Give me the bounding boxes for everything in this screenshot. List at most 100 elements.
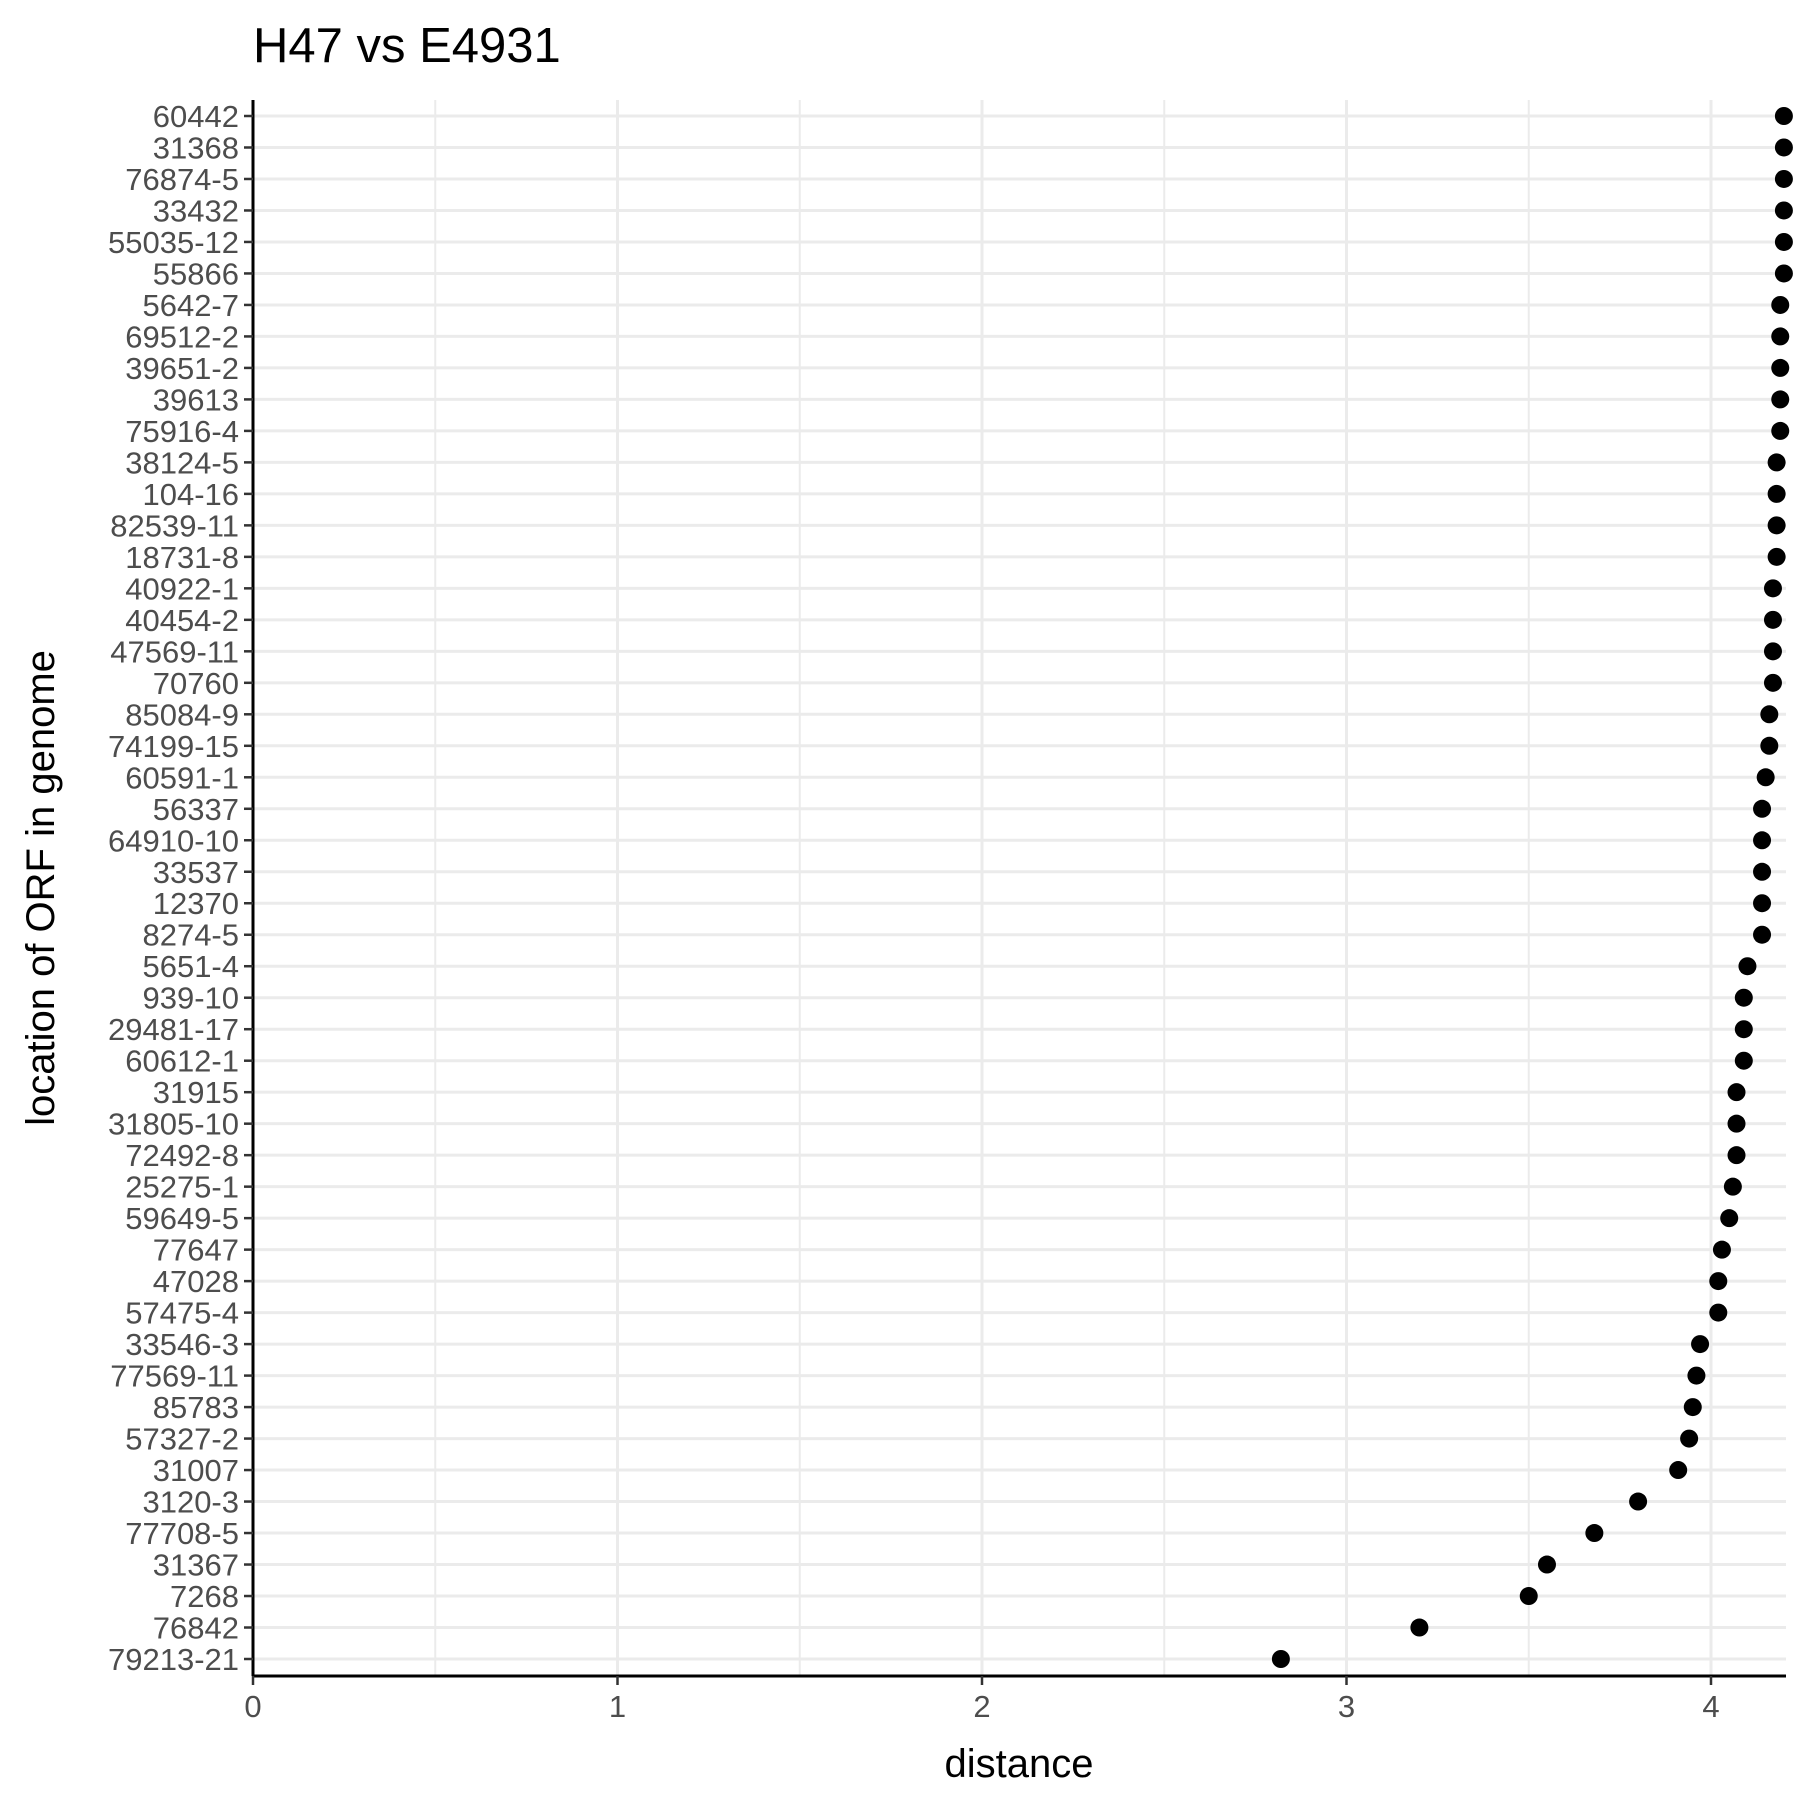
y-tick-label: 77569-11 xyxy=(110,1359,239,1394)
data-point xyxy=(1760,705,1779,724)
data-point xyxy=(1767,547,1786,566)
data-point xyxy=(1774,138,1793,157)
y-tick-label: 31007 xyxy=(153,1453,239,1488)
y-tick-label: 74199-15 xyxy=(108,729,239,764)
y-tick-label: 40454-2 xyxy=(125,603,239,638)
y-tick-label: 3120-3 xyxy=(142,1485,239,1520)
y-tick-label: 60442 xyxy=(153,99,239,134)
y-tick-label: 56337 xyxy=(153,792,239,827)
data-point xyxy=(1753,925,1772,944)
x-tick-label: 1 xyxy=(609,1689,626,1724)
data-point xyxy=(1723,1177,1742,1196)
data-point xyxy=(1734,988,1753,1007)
data-point xyxy=(1629,1492,1648,1511)
data-point xyxy=(1763,642,1782,661)
data-point xyxy=(1763,610,1782,629)
data-point xyxy=(1727,1146,1746,1165)
data-point xyxy=(1687,1366,1706,1385)
data-point xyxy=(1712,1240,1731,1259)
data-point xyxy=(1537,1555,1556,1574)
x-tick-label: 0 xyxy=(244,1689,261,1724)
y-tick-label: 79213-21 xyxy=(108,1642,239,1677)
data-point xyxy=(1774,201,1793,220)
data-point xyxy=(1767,484,1786,503)
y-tick-label: 60612-1 xyxy=(125,1044,239,1079)
y-axis-title: location of ORF in genome xyxy=(19,650,63,1126)
y-tick-label: 47028 xyxy=(153,1264,239,1299)
y-tick-label: 33432 xyxy=(153,193,239,228)
data-point xyxy=(1771,358,1790,377)
data-point xyxy=(1774,169,1793,188)
y-tick-label: 76874-5 xyxy=(125,162,239,197)
data-point xyxy=(1763,673,1782,692)
x-tick-label: 3 xyxy=(1338,1689,1355,1724)
y-tick-label: 39651-2 xyxy=(125,351,239,386)
data-point xyxy=(1753,894,1772,913)
data-point xyxy=(1727,1114,1746,1133)
data-point xyxy=(1519,1587,1538,1606)
y-tick-label: 7268 xyxy=(170,1579,239,1614)
y-tick-label: 69512-2 xyxy=(125,319,239,354)
y-tick-label: 55035-12 xyxy=(108,225,239,260)
data-point xyxy=(1410,1618,1429,1637)
y-tick-label: 75916-4 xyxy=(125,414,239,449)
y-tick-label: 55866 xyxy=(153,256,239,291)
y-tick-label: 47569-11 xyxy=(110,634,239,669)
data-point xyxy=(1771,390,1790,409)
y-tick-label: 72492-8 xyxy=(125,1138,239,1173)
data-point xyxy=(1753,862,1772,881)
data-point xyxy=(1585,1524,1604,1543)
data-point xyxy=(1774,107,1793,125)
y-tick-label: 76842 xyxy=(153,1611,239,1646)
y-tick-label: 38124-5 xyxy=(125,445,239,480)
y-tick-label: 85783 xyxy=(153,1390,239,1425)
data-point xyxy=(1760,736,1779,755)
data-point xyxy=(1753,799,1772,818)
data-point xyxy=(1271,1650,1290,1668)
y-tick-label: 33537 xyxy=(153,855,239,890)
data-point xyxy=(1720,1209,1739,1228)
y-tick-label: 939-10 xyxy=(142,981,239,1016)
y-tick-label: 12370 xyxy=(153,886,239,921)
data-point xyxy=(1771,421,1790,440)
data-point xyxy=(1771,327,1790,346)
y-tick-label: 64910-10 xyxy=(108,823,239,858)
data-point xyxy=(1727,1083,1746,1102)
y-tick-label: 18731-8 xyxy=(125,540,239,575)
data-point xyxy=(1709,1272,1728,1291)
x-axis-title: distance xyxy=(945,1742,1094,1786)
y-tick-label: 85084-9 xyxy=(125,697,239,732)
y-tick-label: 77647 xyxy=(153,1233,239,1268)
x-tick-label: 2 xyxy=(973,1689,990,1724)
x-tick-label: 4 xyxy=(1702,1689,1719,1724)
data-point xyxy=(1767,453,1786,472)
data-point xyxy=(1669,1461,1688,1480)
y-tick-label: 8274-5 xyxy=(142,918,239,953)
chart-title: H47 vs E4931 xyxy=(253,19,561,73)
grid-minor-vertical xyxy=(434,100,1530,1676)
y-tick-label: 5642-7 xyxy=(142,288,239,323)
y-tick-label: 104-16 xyxy=(142,477,239,512)
data-point xyxy=(1763,579,1782,598)
y-tick-label: 57475-4 xyxy=(125,1296,239,1331)
data-points xyxy=(1271,107,1793,1668)
data-point xyxy=(1709,1303,1728,1322)
y-tick-label: 59649-5 xyxy=(125,1201,239,1236)
y-tick-label: 33546-3 xyxy=(125,1327,239,1362)
data-point xyxy=(1738,957,1757,976)
y-axis-ticks: 604423136876874-53343255035-12558665642-… xyxy=(108,99,253,1677)
data-point xyxy=(1680,1429,1699,1448)
y-tick-label: 60591-1 xyxy=(125,760,239,795)
y-tick-label: 25275-1 xyxy=(125,1170,239,1205)
data-point xyxy=(1767,516,1786,535)
data-point xyxy=(1691,1335,1710,1354)
data-point xyxy=(1753,831,1772,850)
y-tick-label: 31915 xyxy=(153,1075,239,1110)
y-tick-label: 40922-1 xyxy=(125,571,239,606)
y-tick-label: 82539-11 xyxy=(110,508,239,543)
data-point xyxy=(1683,1398,1702,1417)
data-point xyxy=(1771,295,1790,314)
y-tick-label: 29481-17 xyxy=(108,1012,239,1047)
